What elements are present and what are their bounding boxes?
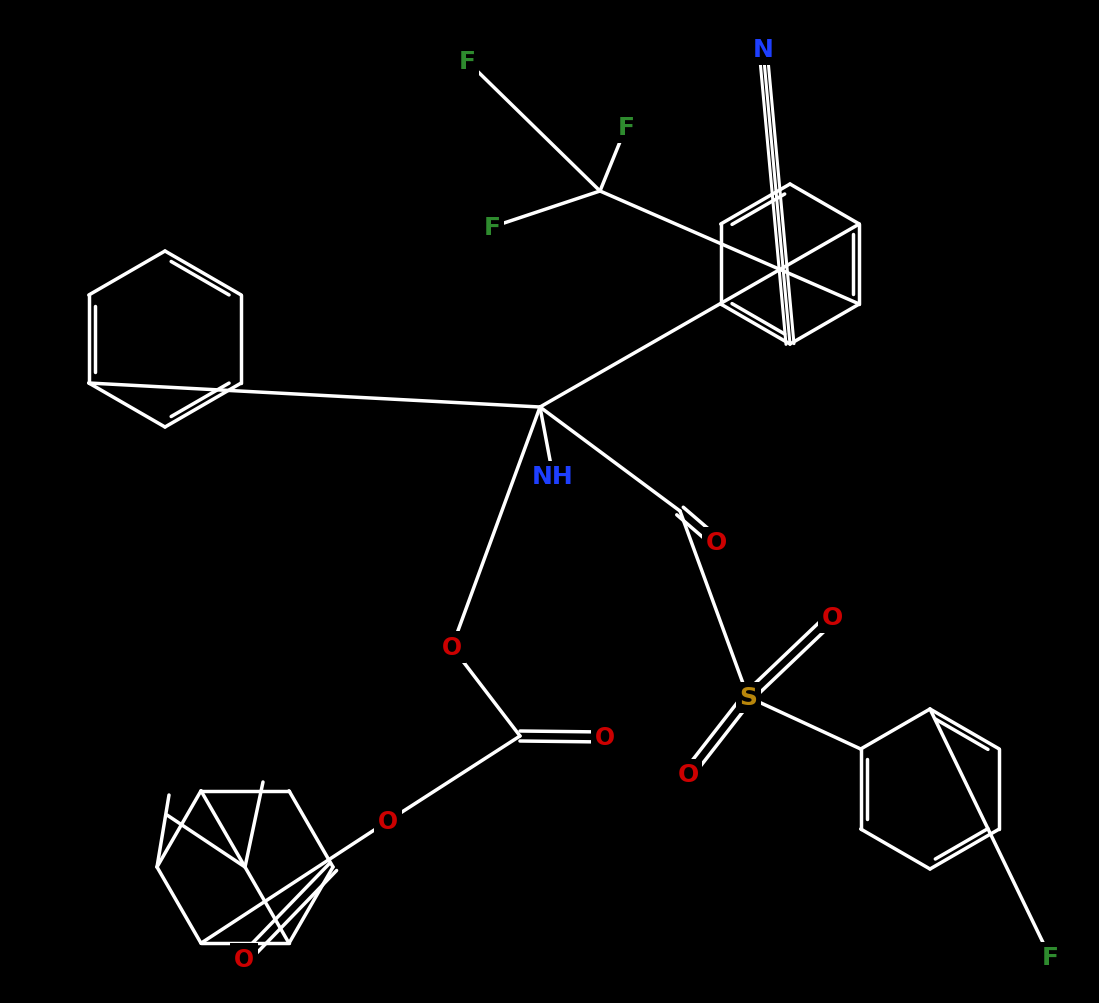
Text: S: S (739, 685, 757, 709)
Text: O: O (595, 725, 615, 749)
Text: F: F (1042, 945, 1058, 969)
Text: O: O (442, 635, 462, 659)
Text: F: F (618, 116, 634, 139)
Text: O: O (234, 947, 254, 971)
Text: N: N (753, 38, 774, 62)
Text: O: O (677, 762, 699, 786)
Text: O: O (706, 531, 726, 555)
Text: F: F (484, 216, 500, 240)
Text: O: O (821, 606, 843, 629)
Text: F: F (458, 50, 476, 74)
Text: NH: NH (532, 464, 574, 488)
Text: O: O (378, 809, 398, 833)
